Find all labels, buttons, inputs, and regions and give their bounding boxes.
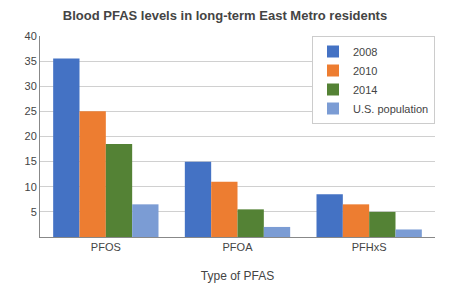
svg-text:20: 20	[25, 130, 37, 142]
svg-text:10: 10	[25, 181, 37, 193]
svg-text:5: 5	[31, 206, 37, 218]
svg-text:PFOS: PFOS	[91, 241, 121, 253]
svg-text:2014: 2014	[353, 84, 377, 96]
svg-text:U.S. population: U.S. population	[353, 103, 428, 115]
svg-text:40: 40	[25, 30, 37, 42]
svg-text:2008: 2008	[353, 46, 377, 58]
svg-text:25: 25	[25, 105, 37, 117]
svg-text:35: 35	[25, 55, 37, 67]
svg-text:PFOA: PFOA	[223, 241, 254, 253]
svg-text:Type of PFAS: Type of PFAS	[201, 269, 274, 283]
svg-text:15: 15	[25, 155, 37, 167]
svg-text:2010: 2010	[353, 65, 377, 77]
svg-text:PFHxS: PFHxS	[352, 241, 387, 253]
svg-text:Blood PFAS levels in long-term: Blood PFAS levels in long-term East Metr…	[63, 8, 387, 23]
svg-text:30: 30	[25, 80, 37, 92]
